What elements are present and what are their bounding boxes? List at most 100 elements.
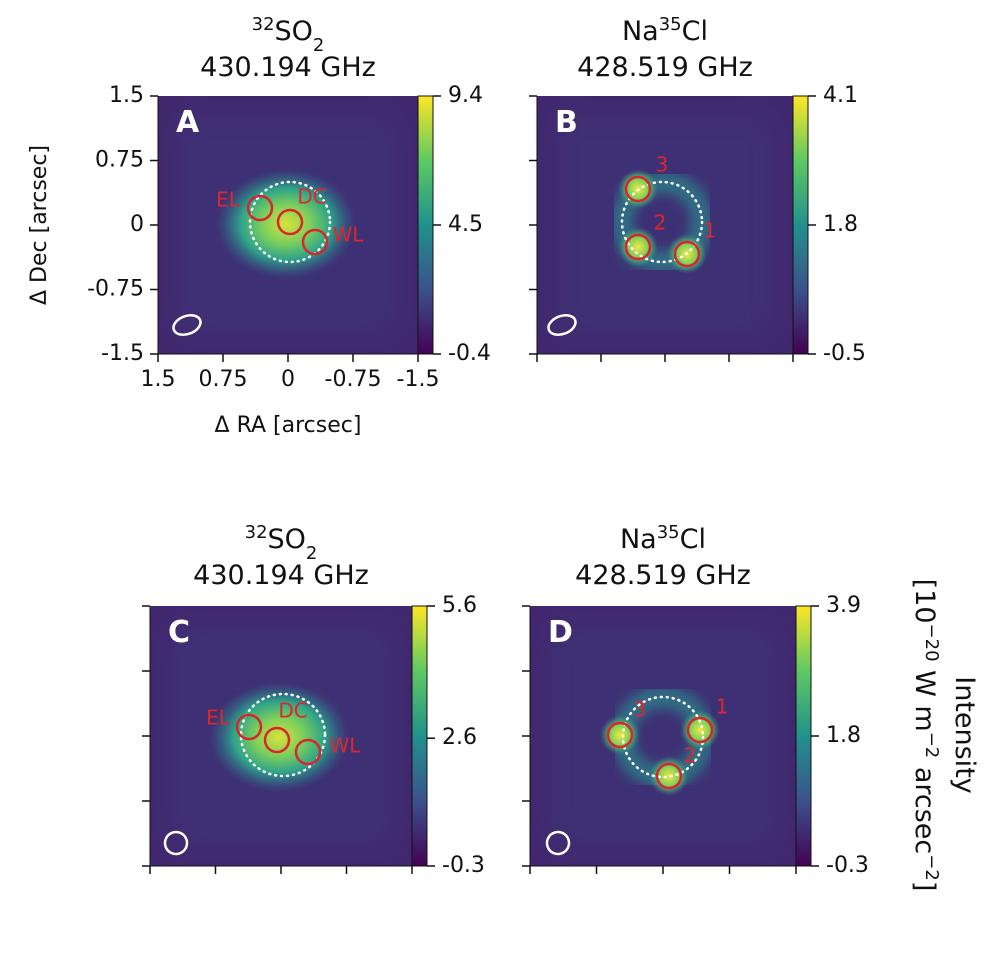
superscript: −2 (922, 854, 943, 881)
panel-label: A (176, 105, 200, 140)
heatmap (537, 96, 793, 354)
image-panel: 3 1 2 D Na35Cl 428.519 GHz -0.3 1.8 3.9 (522, 522, 869, 878)
region-circle (606, 721, 634, 749)
colorbar-tick-label: 1.8 (823, 212, 858, 237)
emission-spot (600, 715, 640, 755)
superscript: 35 (657, 522, 680, 543)
region-label: 1 (716, 695, 729, 719)
noise (550, 626, 776, 846)
heatmap (530, 606, 796, 866)
dotted-ring (621, 695, 705, 779)
y-tick-label: 0.75 (95, 148, 144, 173)
element: Cl (682, 16, 708, 47)
region-label: WL (333, 223, 365, 247)
emission-spot (680, 710, 720, 750)
molecule: Na (622, 16, 659, 47)
superscript: −2 (922, 732, 943, 759)
y-tick-label: -1.5 (101, 341, 144, 366)
colorbar-tick-label: -0.3 (442, 853, 485, 878)
dotted-ring (620, 180, 704, 264)
title: 32SO2 (245, 522, 318, 564)
colorbar (795, 605, 812, 867)
colorbar (792, 95, 809, 355)
beam (163, 830, 189, 856)
colorbar-tick-label: 4.5 (448, 212, 483, 237)
region-circle (235, 713, 263, 741)
x-tick-label: 1.5 (141, 367, 176, 392)
dotted-ring (248, 180, 332, 264)
beam (547, 314, 577, 336)
colorbar-tick-label: -0.3 (826, 853, 869, 878)
colorbar-tick-label: 1.8 (826, 723, 861, 748)
title-frequency: 430.194 GHz (200, 52, 376, 83)
unit-text: ] (909, 881, 940, 892)
colorbar-tick-label: 9.4 (448, 83, 483, 108)
beam (172, 314, 202, 336)
image-panel: 3 2 1 B Na35Cl 428.519 GHz -0.5 1.8 4.1 (529, 14, 866, 366)
colorbar-tick-label: -0.4 (448, 341, 491, 366)
region-label: WL (330, 734, 362, 758)
y-axis-label: Δ Dec [arcsec] (27, 145, 52, 305)
subscript: 2 (306, 543, 317, 564)
molecule: Na (620, 524, 657, 555)
x-tick-label: 0 (281, 367, 295, 392)
region-circle (246, 194, 274, 222)
region-label: EL (206, 706, 231, 730)
heatmap (158, 96, 418, 354)
region-circle (624, 233, 652, 261)
title: Na35Cl (622, 14, 708, 48)
colorbar-tick-label: 2.6 (442, 725, 477, 750)
panel-label: B (555, 105, 578, 140)
region-label: EL (216, 188, 241, 212)
colorbar-tick-label: 3.9 (826, 593, 861, 618)
colorbar-title: Intensity (949, 676, 980, 794)
colorbar-unit: [10−20 W m−2 arcsec−2] (909, 579, 943, 892)
title-frequency: 428.519 GHz (577, 52, 753, 83)
unit-text: arcsec (909, 758, 940, 854)
x-axis-label: Δ RA [arcsec] (215, 413, 362, 438)
title: Na35Cl (620, 522, 706, 556)
region-circle (301, 228, 329, 256)
molecule: SO (268, 524, 306, 555)
colorbar-tick-label: 5.6 (442, 593, 477, 618)
x-tick-label: -1.5 (397, 367, 440, 392)
region-label: 1 (704, 219, 717, 243)
region-label: DC (278, 699, 307, 723)
colorbar (411, 605, 428, 867)
molecule: SO (275, 16, 313, 47)
unit-text: [10 (909, 579, 940, 624)
region-label: 2 (654, 211, 667, 235)
region-circle (263, 726, 291, 754)
region-circle (294, 738, 322, 766)
region-circle (673, 240, 701, 268)
unit-text: W m (909, 662, 940, 732)
x-tick-label: 0.75 (199, 367, 248, 392)
heatmap (150, 606, 412, 866)
region-circle (655, 762, 683, 790)
region-circle (276, 208, 304, 236)
y-tick-label: 0 (130, 212, 144, 237)
subscript: 2 (313, 35, 324, 56)
emission (209, 682, 349, 792)
colorbar-tick-label: 4.1 (823, 83, 858, 108)
region-label: 3 (656, 153, 669, 177)
colorbar (417, 95, 434, 355)
y-tick-label: -0.75 (87, 277, 144, 302)
beam (545, 830, 571, 856)
title-frequency: 430.194 GHz (193, 560, 369, 591)
region-circle (624, 175, 652, 203)
region-label: DC (297, 185, 326, 209)
region-label: 3 (634, 698, 647, 722)
superscript: −20 (922, 624, 943, 662)
emission-spot (618, 227, 658, 267)
y-tick-label: 1.5 (109, 83, 144, 108)
noise (557, 116, 773, 334)
superscript: 32 (252, 14, 275, 35)
panel-label: D (548, 615, 573, 650)
x-tick-label: -0.75 (325, 367, 382, 392)
region-label: 2 (684, 744, 697, 768)
